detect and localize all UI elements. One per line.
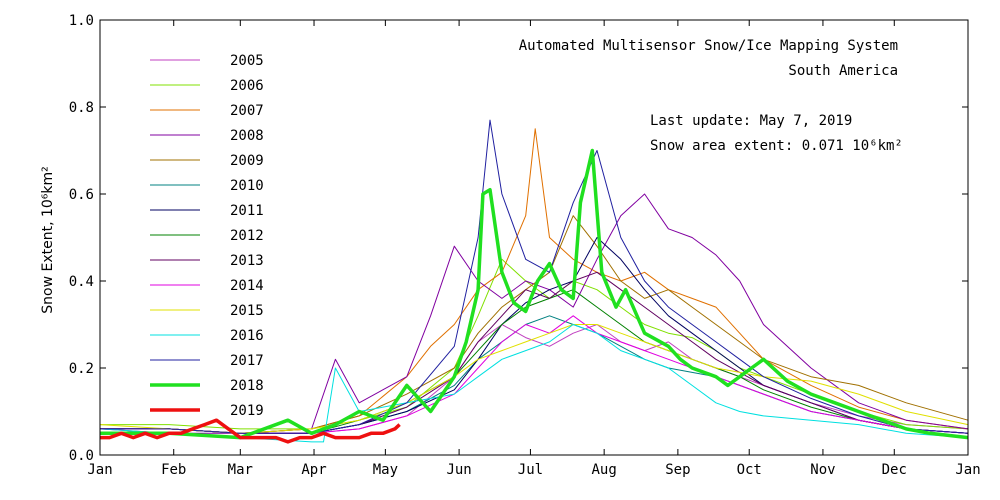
x-tick-label: Mar — [228, 462, 253, 478]
x-tick-label: Dec — [882, 462, 907, 478]
legend-label-2009: 2009 — [230, 153, 264, 169]
legend-label-2012: 2012 — [230, 228, 264, 244]
x-tick-label: Aug — [592, 462, 617, 478]
x-tick-label: Oct — [737, 462, 762, 478]
snow-extent-label: Snow area extent: 0.071 10⁶km² — [650, 138, 903, 154]
legend-label-2016: 2016 — [230, 328, 264, 344]
series-layer — [99, 119, 969, 444]
series-line-2008 — [99, 193, 969, 434]
legend-label-2017: 2017 — [230, 353, 264, 369]
legend-label-2005: 2005 — [230, 53, 264, 69]
legend-label-2008: 2008 — [230, 128, 264, 144]
axes-layer: 0.0 0.2 0.4 0.6 0.8 1.0 Jan Feb Mar Apr May Jun Jul A… — [69, 13, 981, 478]
series-line-2017 — [100, 119, 969, 434]
y-tick-label: 0.6 — [69, 187, 94, 203]
y-tick-label: 0.2 — [69, 361, 94, 377]
series-line-2007 — [100, 128, 969, 434]
legend-label-2013: 2013 — [230, 253, 264, 269]
series-line-2015 — [99, 324, 969, 434]
series-line-2019 — [100, 418, 401, 444]
series-line-2012 — [100, 289, 969, 434]
legend-label-2019: 2019 — [230, 403, 264, 419]
y-tick-label: 1.0 — [69, 13, 94, 29]
y-tick-label: 0.0 — [69, 448, 94, 464]
series-line-2009 — [100, 215, 969, 434]
legend-label-2011: 2011 — [230, 203, 264, 219]
legend-label-2010: 2010 — [230, 178, 264, 194]
x-tick-label: Feb — [161, 462, 186, 478]
legend-label-2006: 2006 — [230, 78, 264, 94]
x-tick-label: Nov — [810, 462, 835, 478]
last-update-label: Last update: May 7, 2019 — [650, 113, 852, 129]
x-tick-label: Jan — [955, 462, 980, 478]
legend-label-2015: 2015 — [230, 303, 264, 319]
x-tick-label: Jan — [87, 462, 112, 478]
chart-subtitle: South America — [788, 63, 898, 79]
x-tick-label: Sep — [665, 462, 690, 478]
legend-label-2007: 2007 — [230, 103, 264, 119]
legend-label-2018: 2018 — [230, 378, 264, 394]
x-tick-label: Apr — [301, 462, 326, 478]
chart-title: Automated Multisensor Snow/Ice Mapping S… — [519, 38, 898, 54]
plot-frame — [99, 19, 969, 456]
y-tick-label: 0.8 — [69, 100, 94, 116]
y-tick-label: 0.4 — [69, 274, 94, 290]
series-line-2018 — [100, 148, 969, 440]
x-tick-label: May — [373, 462, 398, 478]
x-tick-label: Jul — [518, 462, 543, 478]
legend-label-2014: 2014 — [230, 278, 264, 294]
y-axis-label: Snow Extent, 10⁶km² — [40, 166, 56, 314]
x-tick-label: Jun — [446, 462, 471, 478]
legend: 2005 2006 2007 2008 2009 2010 2011 2012 2013 2014… — [150, 53, 264, 419]
